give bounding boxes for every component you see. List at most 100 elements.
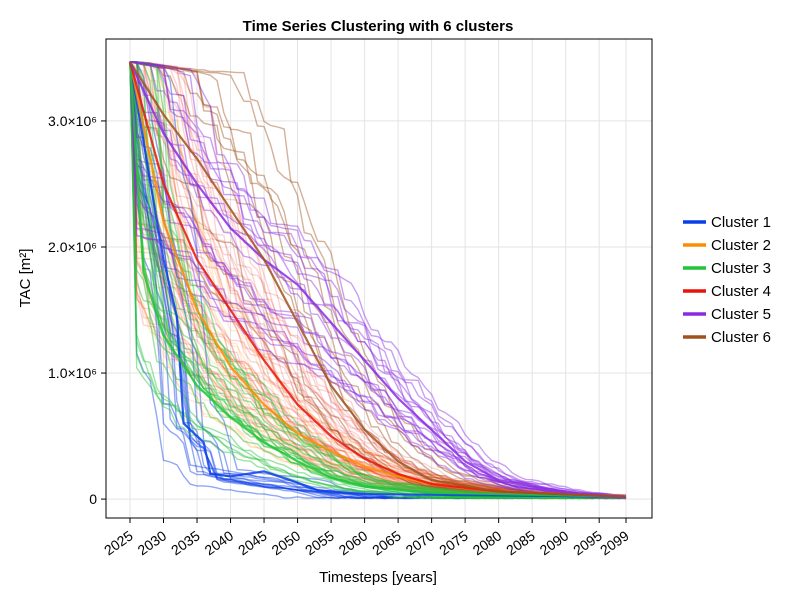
- series-line-variant: [129, 61, 627, 500]
- x-tick-label: 2085: [503, 527, 538, 558]
- y-tick-label: 1.0×10⁶: [48, 365, 97, 381]
- series-line-variant: [129, 61, 627, 500]
- series-line-variant: [129, 61, 627, 500]
- x-tick-label: 2035: [168, 527, 203, 558]
- series-line-variant: [129, 61, 627, 499]
- series-line-variant: [129, 61, 627, 500]
- legend-label: Cluster 6: [711, 329, 771, 346]
- x-tick-label: 2045: [235, 527, 270, 558]
- series-line-variant: [129, 61, 627, 499]
- y-tick-label: 3.0×10⁶: [48, 113, 97, 129]
- series-line-variant: [129, 61, 627, 497]
- series-line-variant: [129, 61, 627, 500]
- legend: Cluster 1 Cluster 2 Cluster 3 Cluster 4 Clus…: [683, 214, 771, 346]
- series-line-variant: [129, 61, 627, 500]
- legend-label: Cluster 3: [711, 260, 771, 277]
- series-line-variant: [129, 61, 627, 500]
- series-line-variant: [129, 61, 627, 500]
- series-line-variant: [129, 61, 627, 500]
- series-line-variant: [129, 61, 627, 500]
- x-tick-label: 2075: [436, 527, 471, 558]
- series-line-variant: [129, 61, 627, 500]
- series-line-variant: [129, 61, 627, 500]
- x-axis-label: Timesteps [years]: [319, 569, 437, 586]
- series-line-variant: [129, 61, 627, 500]
- series-line-variant: [129, 61, 627, 499]
- x-tick-label: 2090: [537, 527, 572, 558]
- series-line-variant: [129, 61, 627, 499]
- y-ticks: 0 1.0×10⁶ 2.0×10⁶ 3.0×10⁶: [48, 113, 106, 507]
- series-line-variant: [129, 61, 627, 500]
- x-tick-label: 2099: [597, 527, 632, 558]
- series-line-variant: [129, 61, 627, 500]
- series-line-variant: [129, 61, 627, 500]
- series-line: [129, 61, 627, 498]
- series-line-variant: [129, 61, 627, 500]
- x-tick-label: 2050: [269, 527, 304, 558]
- plot-frame: [105, 38, 653, 519]
- grid: [106, 39, 652, 518]
- series-line-variant: [129, 61, 627, 500]
- x-tick-label: 2065: [369, 527, 404, 558]
- series-line-variant: [129, 61, 627, 500]
- x-tick-label: 2055: [302, 527, 337, 558]
- series-line-variant: [129, 61, 627, 500]
- series-line-variant: [129, 61, 627, 500]
- series-line-variant: [129, 61, 627, 500]
- series-line-variant: [129, 61, 627, 500]
- series-line-variant: [129, 61, 627, 500]
- series-line-variant: [129, 61, 627, 500]
- series-line-variant: [129, 61, 627, 496]
- series-line-variant: [129, 61, 627, 500]
- series-line-variant: [129, 61, 626, 499]
- series-line-variant: [129, 61, 627, 500]
- x-tick-label: 2070: [403, 527, 438, 558]
- series-line-variant: [129, 61, 627, 497]
- series-line-variant: [129, 61, 627, 500]
- series-line: [129, 61, 627, 498]
- series-line-variant: [129, 61, 627, 500]
- x-tick-label: 2060: [336, 527, 371, 558]
- series-line-variant: [129, 61, 627, 500]
- series-line-variant: [129, 61, 627, 500]
- series-line-variant: [129, 61, 627, 500]
- series-line-variant: [129, 61, 627, 498]
- series-line-variant: [129, 61, 626, 500]
- series-line-variant: [129, 61, 626, 500]
- legend-label: Cluster 1: [711, 214, 771, 231]
- chart-title: Time Series Clustering with 6 clusters: [243, 18, 514, 35]
- series-line-variant: [129, 61, 627, 500]
- series-line-variant: [129, 61, 627, 500]
- legend-label: Cluster 4: [711, 283, 771, 300]
- y-tick-label: 0: [89, 491, 97, 507]
- series-line-variant: [129, 61, 627, 500]
- x-tick-label: 2040: [202, 527, 237, 558]
- series-line-variant: [129, 61, 627, 500]
- series-line-variant: [129, 61, 627, 500]
- series-line-variant: [129, 61, 627, 500]
- x-tick-label: 2030: [135, 527, 170, 558]
- series-line-variant: [129, 61, 627, 498]
- series-line-variant: [129, 61, 627, 500]
- series-line-variant: [129, 61, 627, 500]
- series-line-variant: [129, 61, 627, 498]
- series-line: [128, 61, 627, 498]
- legend-label: Cluster 5: [711, 306, 771, 323]
- x-ticks: 2025203020352040204520502055206020652070…: [101, 518, 632, 558]
- series-lines: [128, 61, 627, 500]
- series-line-variant: [129, 61, 627, 500]
- series-line-variant: [129, 61, 627, 500]
- legend-label: Cluster 2: [711, 237, 771, 254]
- series-line-variant: [129, 61, 627, 500]
- series-line: [128, 61, 627, 498]
- x-tick-label: 2080: [470, 527, 505, 558]
- series-line-variant: [129, 61, 627, 500]
- series-line: [128, 61, 627, 498]
- x-tick-label: 2025: [101, 527, 136, 558]
- series-line-variant: [129, 61, 627, 500]
- series-line-variant: [129, 61, 627, 500]
- y-tick-label: 2.0×10⁶: [48, 239, 97, 255]
- series-line-variant: [129, 61, 627, 500]
- series-line-variant: [129, 61, 627, 498]
